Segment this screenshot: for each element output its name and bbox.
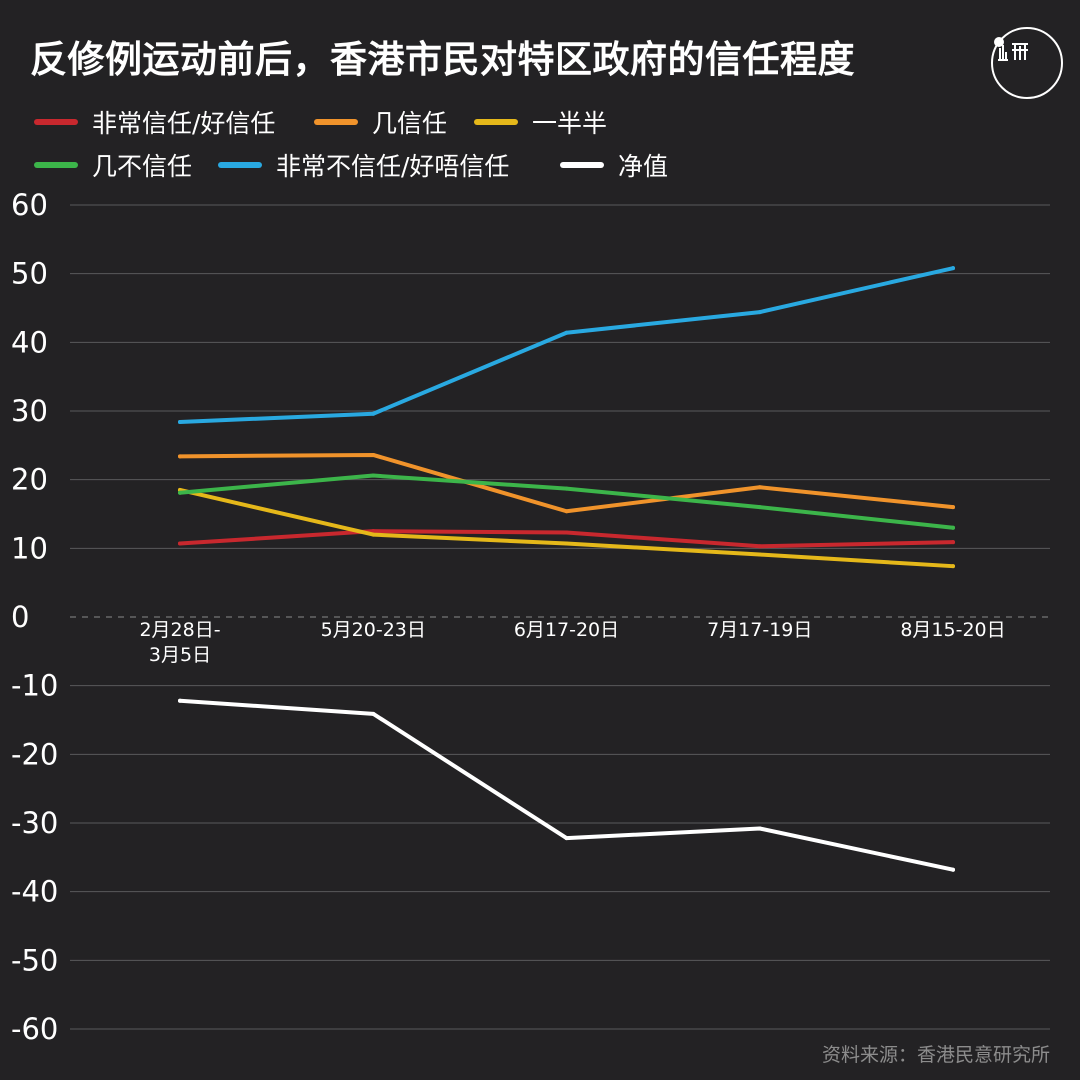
data-point	[757, 826, 762, 831]
data-point	[371, 532, 376, 537]
data-point	[371, 452, 376, 457]
y-tick-label: -20	[11, 737, 58, 771]
data-point	[178, 419, 182, 424]
series-line	[178, 698, 955, 872]
y-tick-label: 30	[11, 394, 48, 428]
data-point	[371, 473, 376, 478]
data-point	[564, 530, 569, 535]
y-tick-label: -30	[11, 806, 58, 840]
chart-title: 反修例运动前后，香港市民对特区政府的信任程度	[30, 38, 855, 81]
data-point	[757, 544, 762, 549]
series-line	[178, 487, 955, 569]
x-axis: 2月28日-3月5日 5月20-23日 6月17-20日 7月17-19日 8月15-2…	[139, 619, 1005, 666]
legend-item: 净值	[560, 145, 668, 185]
data-point	[757, 485, 762, 490]
data-point	[178, 541, 182, 546]
legend-item: 非常不信任/好唔信任	[218, 145, 509, 185]
data-point	[564, 541, 569, 546]
legend-swatch	[474, 119, 518, 125]
data-point	[371, 529, 376, 534]
data-point	[371, 411, 376, 416]
legend-item: 非常信任/好信任	[34, 102, 275, 142]
x-tick-label: 2月28日-3月5日	[139, 619, 220, 666]
legend-swatch	[314, 119, 358, 125]
data-point	[951, 525, 955, 530]
x-tick-label: 5月20-23日	[321, 619, 426, 641]
series-line	[178, 473, 955, 530]
data-point	[178, 454, 182, 459]
y-tick-label: -50	[11, 943, 58, 977]
legend-label: 净值	[618, 152, 669, 181]
legend-label: 非常不信任/好唔信任	[276, 152, 510, 181]
legend-label: 一半半	[532, 109, 608, 138]
data-point	[757, 505, 762, 510]
data-point	[757, 552, 762, 557]
legend-label: 几信任	[372, 109, 448, 138]
data-point	[951, 867, 955, 872]
y-tick-label: -60	[11, 1012, 58, 1046]
y-tick-label: 0	[11, 600, 29, 634]
y-tick-label: 60	[11, 188, 48, 222]
data-point	[178, 698, 182, 703]
data-point	[371, 711, 376, 716]
x-tick-label: 8月15-20日	[900, 619, 1005, 641]
data-point	[564, 330, 569, 335]
data-point	[564, 836, 569, 841]
y-axis: 60 50 40 30 20 10 0 -10 -20 -30 -40 -50 -60	[11, 188, 58, 1046]
y-tick-label: -10	[11, 669, 58, 703]
legend-label: 非常信任/好信任	[92, 109, 276, 138]
x-tick-label: 6月17-20日	[514, 619, 619, 641]
series-lines	[178, 266, 955, 872]
data-point	[951, 266, 955, 271]
legend-item: 几不信任	[34, 145, 192, 185]
legend-item: 几信任	[314, 102, 447, 142]
y-tick-label: 50	[11, 257, 48, 291]
data-point	[178, 490, 182, 495]
data-point	[951, 540, 955, 545]
data-point	[951, 505, 955, 510]
y-tick-label: 20	[11, 463, 48, 497]
legend-swatch	[34, 119, 78, 125]
grid-lines	[70, 204, 1050, 1030]
y-tick-label: -40	[11, 875, 58, 909]
data-point	[757, 310, 762, 315]
legend-swatch	[34, 162, 78, 168]
legend-label: 几不信任	[92, 152, 193, 181]
y-tick-label: 40	[11, 325, 48, 359]
y-tick-label: 10	[11, 531, 48, 565]
data-point	[564, 486, 569, 491]
x-tick-label: 7月17-19日	[707, 619, 812, 641]
data-point	[564, 509, 569, 514]
legend-swatch	[560, 162, 604, 168]
source-note: 资料来源：香港民意研究所	[821, 1044, 1050, 1066]
legend-swatch	[218, 162, 262, 168]
series-line	[178, 266, 955, 424]
data-point	[951, 564, 955, 569]
brand-logo-icon	[991, 27, 1063, 99]
legend-item: 一半半	[474, 102, 607, 142]
